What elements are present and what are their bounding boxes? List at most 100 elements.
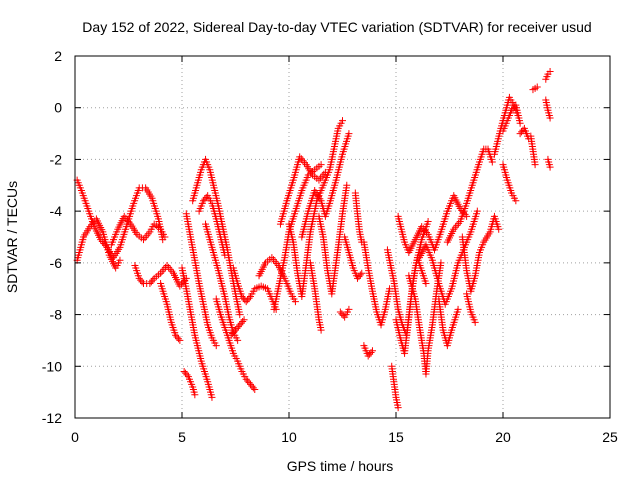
axis-ticks <box>74 55 611 419</box>
data-track <box>351 189 366 246</box>
data-point <box>245 294 253 302</box>
data-point <box>238 292 246 300</box>
data-point <box>208 393 216 401</box>
data-point <box>230 328 238 336</box>
data-point <box>166 265 174 273</box>
x-tick-label: 20 <box>495 429 511 445</box>
data-point <box>180 367 188 375</box>
data-point <box>165 263 173 271</box>
data-point <box>355 273 363 281</box>
data-track <box>73 215 124 272</box>
data-point <box>242 375 250 383</box>
data-point <box>146 280 154 288</box>
y-tick-label: 2 <box>54 48 62 64</box>
y-tick-label: -4 <box>50 203 63 219</box>
data-point <box>239 317 247 325</box>
data-point <box>471 318 479 326</box>
data-point <box>518 128 526 136</box>
data-point <box>161 233 169 241</box>
chart-title: Day 152 of 2022, Sidereal Day-to-day VTE… <box>82 19 591 35</box>
y-axis-label: SDTVAR / TECUs <box>4 181 20 293</box>
data-point <box>546 68 554 76</box>
data-point <box>183 371 191 379</box>
data-point <box>345 305 353 313</box>
data-track <box>227 316 248 339</box>
data-point <box>533 83 541 91</box>
data-point <box>138 278 146 286</box>
data-track <box>276 153 329 228</box>
data-track <box>336 305 353 321</box>
data-point <box>141 234 149 242</box>
data-track <box>229 264 280 313</box>
data-point <box>339 311 347 319</box>
data-point <box>199 197 207 205</box>
data-point <box>343 181 351 189</box>
data-point <box>244 296 252 304</box>
data-track <box>544 155 554 171</box>
data-point <box>248 382 256 390</box>
data-point <box>364 352 372 360</box>
data-point <box>116 256 124 264</box>
data-point <box>212 342 220 350</box>
data-track <box>463 290 479 326</box>
x-tick-label: 10 <box>281 429 297 445</box>
data-point <box>158 267 166 275</box>
data-track <box>499 161 520 205</box>
data-point <box>437 259 445 267</box>
data-point <box>345 130 353 138</box>
x-tick-labels: 0 5 10 15 20 25 <box>71 429 618 445</box>
x-axis-label: GPS time / hours <box>287 458 394 474</box>
data-point <box>242 298 250 306</box>
data-point <box>546 114 554 122</box>
data-track <box>306 259 325 334</box>
data-point <box>473 207 481 215</box>
data-point <box>339 117 346 125</box>
data-track <box>341 233 366 282</box>
data-point <box>356 271 364 279</box>
data-point <box>176 336 184 344</box>
data-track <box>360 238 394 329</box>
data-point <box>160 265 168 273</box>
data-track <box>178 264 216 401</box>
data-point <box>299 157 307 165</box>
data-point <box>454 305 462 313</box>
data-track <box>157 280 184 344</box>
data-point <box>424 217 432 225</box>
data-point <box>338 310 346 318</box>
data-track <box>542 96 554 122</box>
data-track <box>542 68 554 83</box>
data-point <box>394 404 402 412</box>
data-track <box>529 83 541 94</box>
data-track <box>195 192 229 259</box>
data-point <box>236 311 244 319</box>
data-point <box>182 369 190 377</box>
data-track <box>255 254 299 306</box>
data-track <box>527 132 539 169</box>
data-point <box>269 256 277 264</box>
data-point <box>149 276 157 284</box>
data-point <box>317 161 325 169</box>
data-point <box>234 323 242 331</box>
data-point <box>251 386 259 394</box>
data-track <box>180 367 199 399</box>
data-point <box>172 331 180 339</box>
data-point <box>512 197 520 205</box>
data-point <box>421 227 429 235</box>
y-tick-label: -6 <box>50 255 63 271</box>
y-tick-label: -12 <box>42 410 62 426</box>
y-tick-label: -8 <box>50 307 63 323</box>
data-track <box>315 181 351 298</box>
data-point <box>237 319 245 327</box>
data-point <box>163 261 171 269</box>
data-point <box>174 335 182 343</box>
data-point <box>229 330 237 338</box>
data-track <box>388 362 402 412</box>
data-track <box>298 130 353 241</box>
data-track <box>443 145 496 246</box>
data-point <box>516 119 524 127</box>
data-track <box>360 342 376 360</box>
data-track <box>189 155 244 319</box>
data-point <box>202 193 210 201</box>
data-track <box>405 259 445 378</box>
